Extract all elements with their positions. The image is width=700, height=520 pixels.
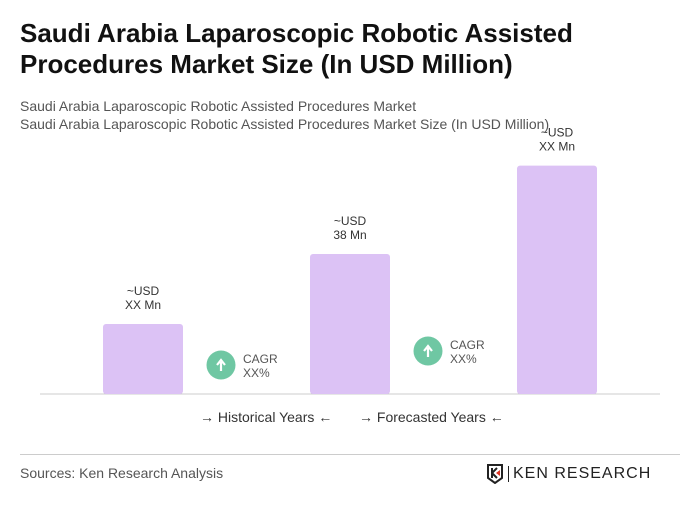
arrow-up-icon <box>216 358 226 371</box>
chart-subtitle: Saudi Arabia Laparoscopic Robotic Assist… <box>20 116 550 132</box>
cagr-label: CAGR <box>243 352 278 366</box>
arrow-up-icon <box>423 344 433 357</box>
data-label: XX Mn <box>125 298 161 312</box>
ken-research-logo: KEN RESEARCH <box>486 464 651 484</box>
legend-historical-label: Historical Years <box>217 409 315 425</box>
cagr-value: XX% <box>243 366 270 380</box>
legend-forecasted: → Forecasted Years ← <box>359 409 504 425</box>
data-label: ~USD <box>127 284 160 298</box>
cagr-label: CAGR <box>450 338 485 352</box>
bar <box>310 254 390 394</box>
subtitle: Saudi Arabia Laparoscopic Robotic Assist… <box>20 98 417 114</box>
bar <box>103 324 183 394</box>
divider <box>20 454 680 455</box>
cagr-value: XX% <box>450 352 477 366</box>
logo-text: KEN RESEARCH <box>513 465 652 482</box>
page-title: Saudi Arabia Laparoscopic Robotic Assist… <box>20 18 573 79</box>
data-label: ~USD <box>334 214 367 228</box>
legend-historical: → Historical Years ← <box>200 409 333 425</box>
data-label: XX Mn <box>539 140 575 154</box>
data-label: 38 Mn <box>333 228 366 242</box>
bar <box>517 165 597 394</box>
legend-forecasted-label: Forecasted Years <box>376 409 486 425</box>
data-label: ~USD <box>541 126 574 140</box>
logo-icon <box>487 464 503 484</box>
source-text: Sources: Ken Research Analysis <box>20 465 224 481</box>
